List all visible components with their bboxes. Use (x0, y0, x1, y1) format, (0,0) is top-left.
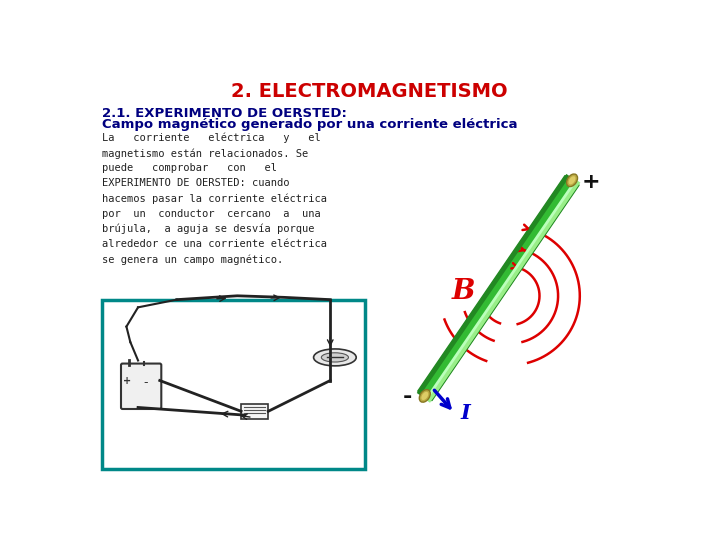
Text: I: I (461, 403, 470, 423)
Text: +: + (581, 172, 600, 192)
Ellipse shape (567, 174, 577, 187)
Text: -: - (403, 387, 413, 408)
Ellipse shape (321, 353, 348, 362)
Text: 2. ELECTROMAGNETISMO: 2. ELECTROMAGNETISMO (230, 82, 508, 101)
Ellipse shape (569, 176, 575, 185)
FancyBboxPatch shape (121, 363, 161, 409)
Ellipse shape (419, 389, 431, 402)
Ellipse shape (421, 392, 428, 400)
Text: Campo magnético generado por una corriente eléctrica: Campo magnético generado por una corrien… (102, 118, 517, 131)
Text: La   corriente   eléctrica   y   el
magnetismo están relacionados. Se
puede   co: La corriente eléctrica y el magnetismo e… (102, 132, 327, 265)
Bar (241, 403, 269, 419)
Text: B: B (452, 279, 475, 306)
Text: 2.1. EXPERIMENTO DE OERSTED:: 2.1. EXPERIMENTO DE OERSTED: (102, 107, 346, 120)
Text: +: + (123, 376, 131, 386)
Polygon shape (418, 176, 579, 401)
Ellipse shape (314, 349, 356, 366)
Text: -: - (143, 376, 148, 389)
Bar (102, 300, 365, 469)
